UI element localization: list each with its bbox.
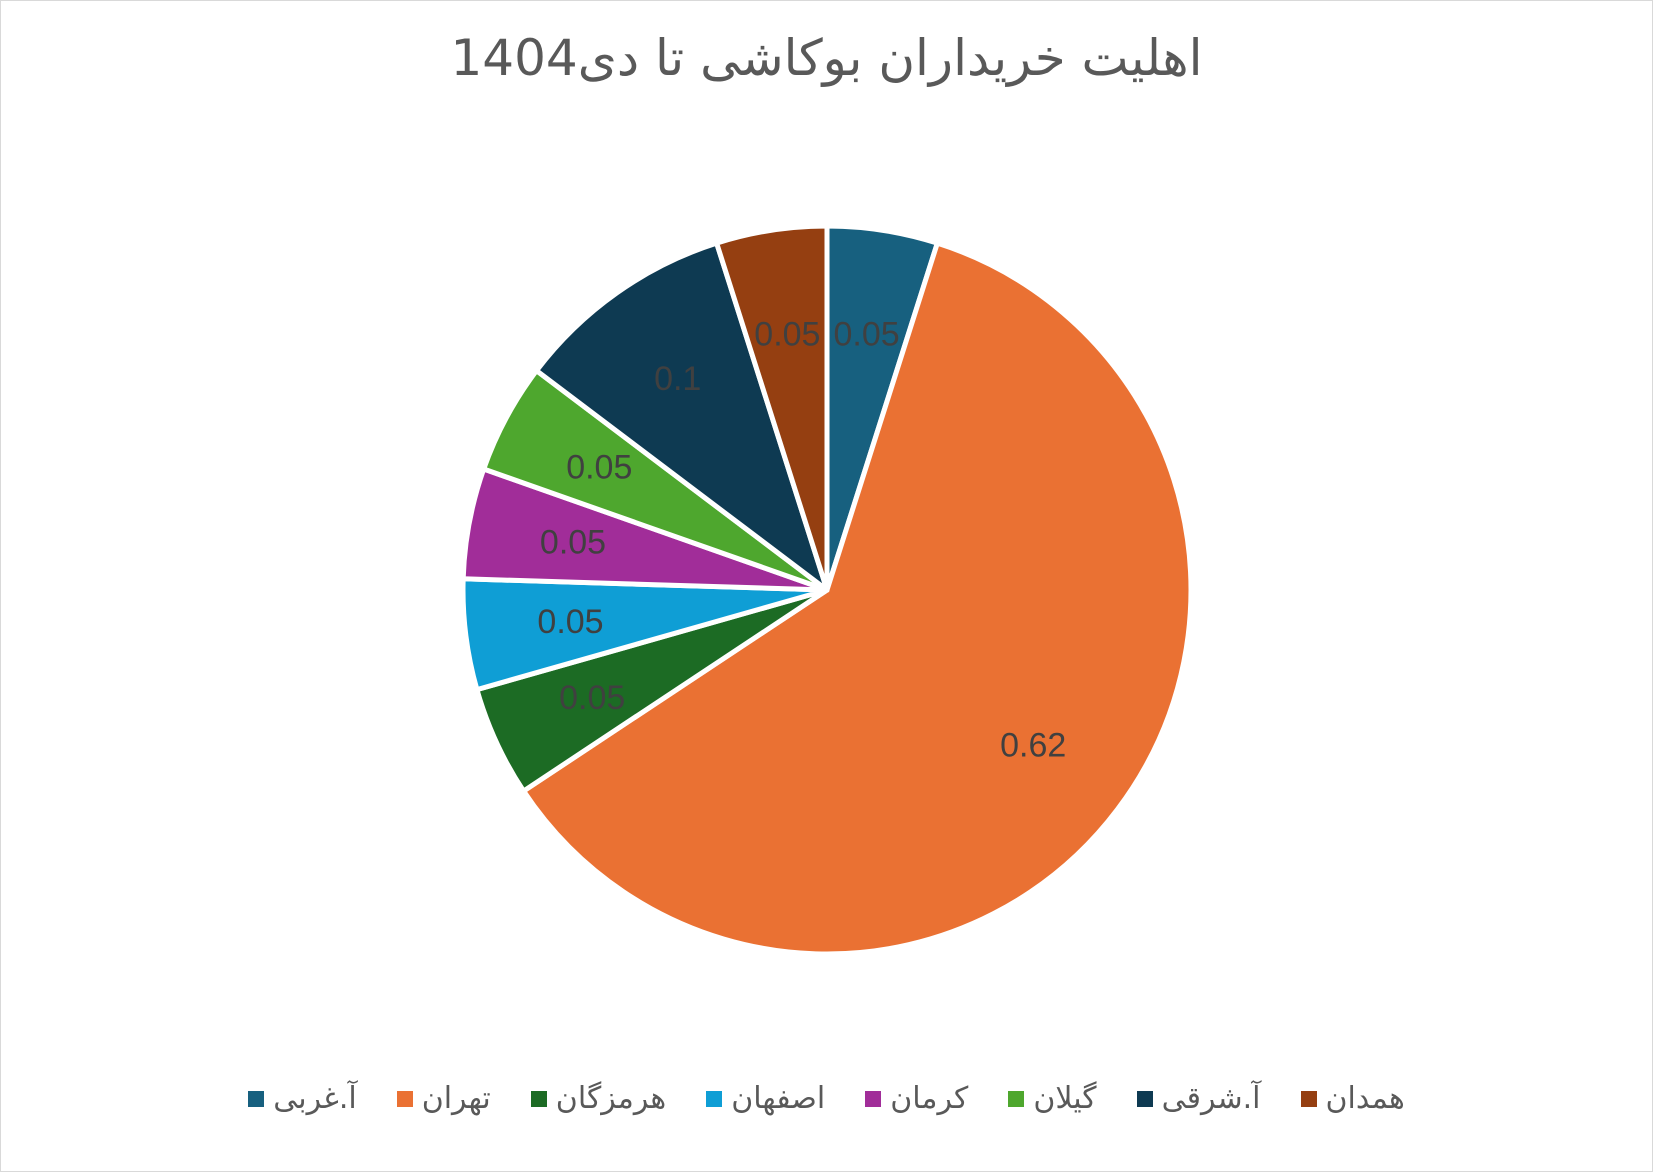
data-label-2: 0.05 (559, 679, 625, 717)
pie-slice-6 (534, 240, 830, 593)
data-label-6: 0.1 (654, 360, 701, 398)
legend-label: گیلان (1033, 1081, 1097, 1116)
legend-item-1: تهران (396, 1081, 491, 1116)
legend-item-0: آ.غربی (248, 1081, 357, 1116)
legend-swatch-icon (1008, 1090, 1025, 1107)
data-label-1: 0.62 (1000, 727, 1066, 765)
legend-item-3: اصفهان (706, 1081, 825, 1116)
legend: آ.غربی تهران هرمزگان اصفهان کرمان گیلان آ.شرقی… (1, 1081, 1652, 1116)
data-label-0: 0.05 (834, 316, 900, 354)
legend-item-4: کرمان (865, 1081, 968, 1116)
data-label-5: 0.05 (566, 449, 632, 487)
data-label-7: 0.05 (754, 316, 820, 354)
legend-swatch-icon (530, 1090, 547, 1107)
data-label-3: 0.05 (537, 603, 603, 641)
legend-swatch-icon (706, 1090, 723, 1107)
legend-swatch-icon (396, 1090, 413, 1107)
legend-label: کرمان (890, 1081, 969, 1116)
legend-swatch-icon (248, 1090, 265, 1107)
legend-item-6: آ.شرقی (1136, 1081, 1261, 1116)
legend-label: هرمزگان (555, 1081, 667, 1116)
legend-item-7: همدان (1300, 1081, 1405, 1116)
legend-item-5: گیلان (1008, 1081, 1097, 1116)
chart-title: اهلیت خریداران بوکاشی تا دی1404 (450, 29, 1203, 87)
legend-swatch-icon (1136, 1090, 1153, 1107)
data-label-4: 0.05 (540, 524, 606, 562)
legend-label: تهران (421, 1081, 491, 1116)
legend-swatch-icon (1300, 1090, 1317, 1107)
legend-label: آ.غربی (273, 1081, 357, 1116)
legend-item-2: هرمزگان (530, 1081, 667, 1116)
legend-swatch-icon (865, 1090, 882, 1107)
legend-label: همدان (1325, 1081, 1405, 1116)
pie-slice-7 (714, 223, 830, 593)
legend-label: آ.شرقی (1161, 1081, 1261, 1116)
legend-label: اصفهان (731, 1081, 826, 1116)
pie-slice-1 (521, 240, 1194, 957)
